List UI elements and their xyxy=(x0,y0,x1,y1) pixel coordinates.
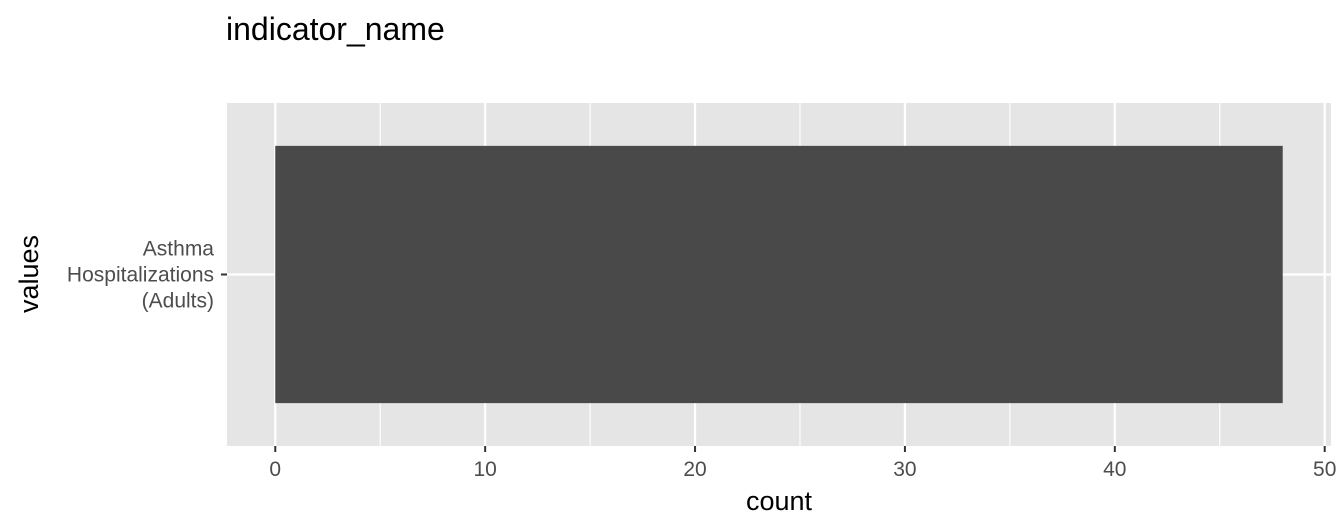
x-tick-label: 0 xyxy=(269,458,281,481)
x-tick-label: 50 xyxy=(1313,458,1336,481)
y-tick-label-line: Asthma xyxy=(143,238,215,261)
y-tick-label-line: (Adults) xyxy=(142,290,214,313)
x-tick-label: 30 xyxy=(893,458,916,481)
y-axis-title: values xyxy=(14,235,44,313)
chart-title: indicator_name xyxy=(226,11,445,47)
x-axis-title: count xyxy=(746,486,813,516)
x-tick-label: 40 xyxy=(1103,458,1126,481)
y-tick-label: Asthma Hospitalizations (Adults) xyxy=(67,238,214,313)
x-axis-ticks: 0 10 20 30 40 50 xyxy=(269,446,1336,481)
bar xyxy=(275,145,1283,404)
y-axis-ticks: Asthma Hospitalizations (Adults) xyxy=(67,238,227,313)
bars xyxy=(275,145,1283,404)
x-tick-label: 10 xyxy=(473,458,496,481)
x-tick-label: 20 xyxy=(683,458,706,481)
y-tick-label-line: Hospitalizations xyxy=(67,264,214,287)
